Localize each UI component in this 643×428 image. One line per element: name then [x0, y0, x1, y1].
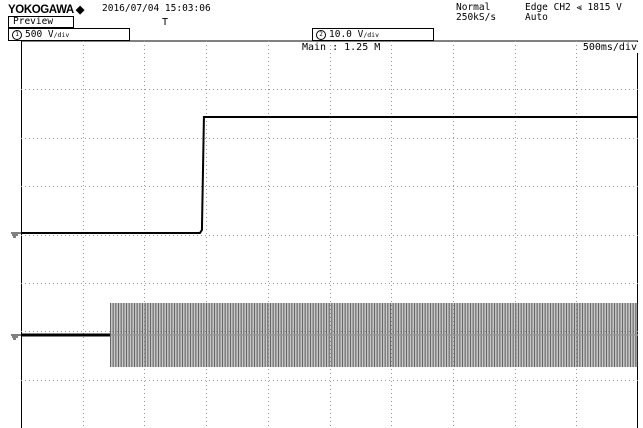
channel-1-scale: 500 V: [25, 29, 54, 40]
grid: [21, 40, 638, 428]
channel-2-ground-icon: [11, 334, 21, 340]
diamond-icon: ◆: [75, 4, 84, 16]
sample-rate: 250kS/s: [456, 12, 497, 23]
channel-2-burst: [110, 303, 638, 367]
channel-1-trace: [21, 116, 638, 234]
channel-2-scale-box: 2 10.0 V/div: [312, 28, 434, 41]
trigger-setting: Edge CH2 ⪡ 1815 V: [525, 2, 622, 13]
ground-markers: [11, 232, 21, 340]
datetime: 2016/07/04 15:03:06: [102, 3, 211, 14]
trigger-position-icon: T: [162, 17, 169, 28]
memory-length: Main : 1.25 M: [302, 42, 381, 53]
channel-2-scale: 10.0 V: [329, 29, 364, 40]
brand-text: YOKOGAWA: [8, 4, 74, 16]
timebase-label: 500ms/div: [581, 42, 638, 53]
trigger-mode: Auto: [525, 12, 548, 23]
channel-2-icon: 2: [316, 29, 326, 40]
channel-1-unit: /div: [53, 31, 70, 39]
preview-mode-badge: Preview: [8, 16, 74, 28]
channel-1-icon: 1: [12, 29, 22, 40]
traces: [21, 116, 638, 367]
yokogawa-logo: YOKOGAWA ◆: [8, 3, 84, 16]
channel-2-unit: /div: [363, 31, 379, 39]
channel-1-ground-icon: [11, 232, 21, 238]
acquisition-mode: Normal: [456, 2, 491, 13]
